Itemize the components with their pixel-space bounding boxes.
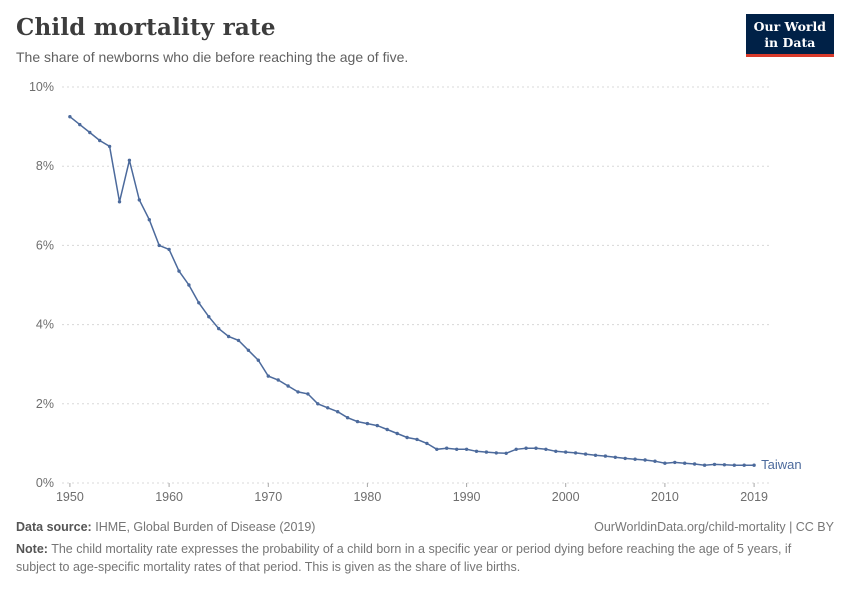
svg-text:Taiwan: Taiwan xyxy=(761,457,801,472)
svg-text:1950: 1950 xyxy=(56,490,84,504)
svg-text:4%: 4% xyxy=(36,318,54,332)
line-chart: 0% 2% 4% 6% 8% 10% 1950 1960 1970 1980 1990 2000 201… xyxy=(29,80,802,504)
attribution-link[interactable]: OurWorldinData.org/child-mortality | CC … xyxy=(594,520,834,534)
chart-footer: Data source: IHME, Global Burden of Dise… xyxy=(16,520,834,576)
page-title: Child mortality rate xyxy=(16,14,276,41)
note-text: The child mortality rate expresses the p… xyxy=(16,542,792,575)
chart-area: 0% 2% 4% 6% 8% 10% 1950 1960 1970 1980 1990 2000 201… xyxy=(16,75,834,518)
chart-header: Child mortality rate Our World in Data T… xyxy=(16,14,834,65)
svg-text:2000: 2000 xyxy=(552,490,580,504)
svg-text:8%: 8% xyxy=(36,159,54,173)
owid-logo-line1: Our World xyxy=(753,19,826,34)
svg-text:1960: 1960 xyxy=(155,490,183,504)
data-source: Data source: IHME, Global Burden of Dise… xyxy=(16,520,315,534)
svg-text:10%: 10% xyxy=(29,80,54,94)
data-source-text: IHME, Global Burden of Disease (2019) xyxy=(95,520,316,534)
svg-text:2010: 2010 xyxy=(651,490,679,504)
svg-text:1990: 1990 xyxy=(453,490,481,504)
svg-text:6%: 6% xyxy=(36,238,54,252)
owid-logo-line2: in Data xyxy=(764,34,816,50)
svg-text:1970: 1970 xyxy=(254,490,282,504)
note-label: Note: xyxy=(16,542,48,556)
svg-text:2%: 2% xyxy=(36,397,54,411)
owid-logo[interactable]: Our World in Data xyxy=(745,14,834,58)
data-source-label: Data source: xyxy=(16,520,92,534)
svg-text:0%: 0% xyxy=(36,476,54,490)
svg-text:2019: 2019 xyxy=(740,490,768,504)
chart-subtitle: The share of newborns who die before rea… xyxy=(16,49,409,65)
svg-text:1980: 1980 xyxy=(353,490,381,504)
chart-note: Note: The child mortality rate expresses… xyxy=(16,540,826,576)
